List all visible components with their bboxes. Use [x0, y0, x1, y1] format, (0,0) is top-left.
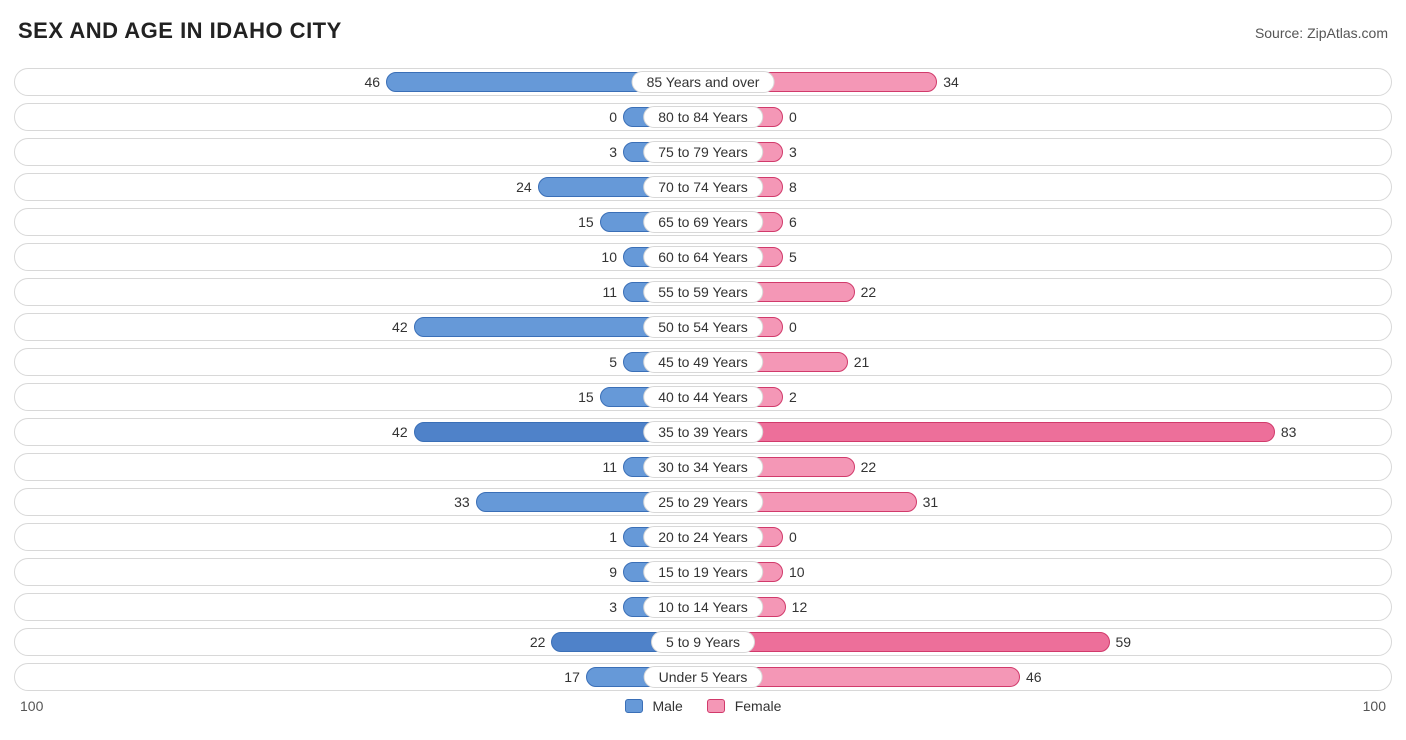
chart-legend: Male Female: [625, 698, 782, 714]
age-row: 42 83 35 to 39 Years: [14, 418, 1392, 446]
legend-label-female: Female: [735, 698, 782, 714]
female-value: 31: [923, 494, 939, 510]
male-value: 3: [609, 144, 617, 160]
male-value: 9: [609, 564, 617, 580]
chart-title: SEX AND AGE IN IDAHO CITY: [18, 18, 342, 44]
male-value: 17: [564, 669, 580, 685]
age-row: 42 0 50 to 54 Years: [14, 313, 1392, 341]
male-value: 10: [601, 249, 617, 265]
male-value: 11: [602, 459, 617, 475]
age-row: 17 46 Under 5 Years: [14, 663, 1392, 691]
male-value: 1: [609, 529, 617, 545]
age-row: 5 21 45 to 49 Years: [14, 348, 1392, 376]
age-row: 46 34 85 Years and over: [14, 68, 1392, 96]
legend-swatch-female: [707, 699, 725, 713]
axis-row: 100 Male Female 100: [14, 698, 1392, 714]
legend-item-male: Male: [625, 698, 683, 714]
male-value: 24: [516, 179, 532, 195]
female-value: 0: [789, 109, 797, 125]
female-value: 0: [789, 529, 797, 545]
female-value: 59: [1116, 634, 1132, 650]
age-label: 40 to 44 Years: [643, 386, 763, 408]
male-value: 3: [609, 599, 617, 615]
female-value: 22: [861, 284, 877, 300]
female-value: 34: [943, 74, 959, 90]
age-label: 20 to 24 Years: [643, 526, 763, 548]
age-row: 24 8 70 to 74 Years: [14, 173, 1392, 201]
axis-right-max: 100: [1363, 698, 1386, 714]
chart-header: SEX AND AGE IN IDAHO CITY Source: ZipAtl…: [14, 18, 1392, 44]
female-value: 0: [789, 319, 797, 335]
male-value: 11: [602, 284, 617, 300]
legend-label-male: Male: [652, 698, 682, 714]
male-value: 22: [530, 634, 546, 650]
male-value: 42: [392, 319, 408, 335]
age-label: 10 to 14 Years: [643, 596, 763, 618]
age-label: 65 to 69 Years: [643, 211, 763, 233]
female-value: 12: [792, 599, 808, 615]
age-label: 50 to 54 Years: [643, 316, 763, 338]
female-bar: [703, 632, 1110, 652]
age-row: 3 12 10 to 14 Years: [14, 593, 1392, 621]
age-label: 30 to 34 Years: [643, 456, 763, 478]
age-row: 10 5 60 to 64 Years: [14, 243, 1392, 271]
age-label: 5 to 9 Years: [651, 631, 755, 653]
age-label: Under 5 Years: [644, 666, 763, 688]
legend-item-female: Female: [707, 698, 782, 714]
female-value: 2: [789, 389, 797, 405]
age-label: 25 to 29 Years: [643, 491, 763, 513]
age-label: 60 to 64 Years: [643, 246, 763, 268]
female-value: 46: [1026, 669, 1042, 685]
age-row: 15 6 65 to 69 Years: [14, 208, 1392, 236]
male-value: 0: [609, 109, 617, 125]
age-label: 75 to 79 Years: [643, 141, 763, 163]
age-row: 33 31 25 to 29 Years: [14, 488, 1392, 516]
female-value: 21: [854, 354, 870, 370]
age-row: 11 22 30 to 34 Years: [14, 453, 1392, 481]
female-value: 22: [861, 459, 877, 475]
male-value: 46: [364, 74, 380, 90]
axis-left-max: 100: [20, 698, 43, 714]
male-value: 15: [578, 214, 594, 230]
female-value: 5: [789, 249, 797, 265]
age-label: 15 to 19 Years: [643, 561, 763, 583]
male-value: 42: [392, 424, 408, 440]
age-row: 9 10 15 to 19 Years: [14, 558, 1392, 586]
female-value: 8: [789, 179, 797, 195]
chart-source: Source: ZipAtlas.com: [1255, 25, 1388, 41]
female-value: 6: [789, 214, 797, 230]
population-pyramid-chart: 463485 Years and over0080 to 84 Years337…: [14, 68, 1392, 691]
age-row: 11 22 55 to 59 Years: [14, 278, 1392, 306]
female-value: 3: [789, 144, 797, 160]
age-row: 3 3 75 to 79 Years: [14, 138, 1392, 166]
age-label: 45 to 49 Years: [643, 351, 763, 373]
male-value: 33: [454, 494, 470, 510]
age-row: 0 0 80 to 84 Years: [14, 103, 1392, 131]
legend-swatch-male: [625, 699, 643, 713]
age-label: 70 to 74 Years: [643, 176, 763, 198]
age-label: 55 to 59 Years: [643, 281, 763, 303]
female-value: 83: [1281, 424, 1297, 440]
age-label: 85 Years and over: [632, 71, 775, 93]
female-value: 10: [789, 564, 805, 580]
age-row: 1 0 20 to 24 Years: [14, 523, 1392, 551]
age-row: 22 59 5 to 9 Years: [14, 628, 1392, 656]
age-label: 35 to 39 Years: [643, 421, 763, 443]
age-label: 80 to 84 Years: [643, 106, 763, 128]
age-row: 15 2 40 to 44 Years: [14, 383, 1392, 411]
male-value: 5: [609, 354, 617, 370]
male-value: 15: [578, 389, 594, 405]
female-bar: [703, 422, 1275, 442]
